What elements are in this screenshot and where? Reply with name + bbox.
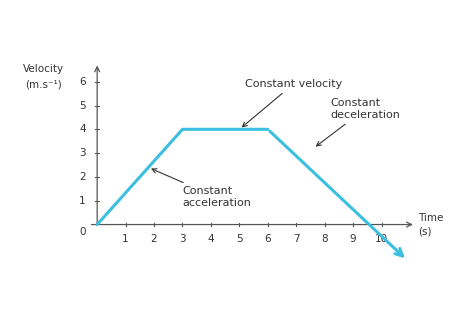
Text: FREE tutorial videos at www.learncoach.co.nz: FREE tutorial videos at www.learncoach.c… bbox=[33, 299, 251, 308]
Text: 0: 0 bbox=[79, 227, 86, 237]
Text: 6: 6 bbox=[264, 233, 271, 243]
Text: 9: 9 bbox=[350, 233, 356, 243]
Text: 5: 5 bbox=[79, 100, 86, 110]
Text: 8: 8 bbox=[321, 233, 328, 243]
Text: Time: Time bbox=[419, 213, 444, 223]
Text: 7: 7 bbox=[293, 233, 300, 243]
FancyBboxPatch shape bbox=[360, 310, 386, 313]
Text: 6: 6 bbox=[79, 77, 86, 87]
Text: 2: 2 bbox=[79, 172, 86, 182]
Text: 5: 5 bbox=[236, 233, 243, 243]
Text: Constant
acceleration: Constant acceleration bbox=[152, 169, 251, 208]
FancyBboxPatch shape bbox=[392, 316, 418, 317]
Text: Velocity: Velocity bbox=[23, 64, 64, 74]
Text: Constant
deceleration: Constant deceleration bbox=[317, 98, 400, 146]
FancyBboxPatch shape bbox=[424, 313, 450, 315]
Text: (s): (s) bbox=[419, 226, 432, 236]
Text: VELOCITY – TIME GRAPHS: VELOCITY – TIME GRAPHS bbox=[122, 16, 352, 31]
FancyBboxPatch shape bbox=[424, 310, 450, 313]
Text: (m.s⁻¹): (m.s⁻¹) bbox=[25, 79, 62, 89]
Text: 1: 1 bbox=[79, 196, 86, 206]
Text: 3: 3 bbox=[79, 148, 86, 158]
Text: 4: 4 bbox=[79, 124, 86, 134]
FancyBboxPatch shape bbox=[424, 316, 450, 317]
Text: 4: 4 bbox=[208, 233, 214, 243]
Text: 1: 1 bbox=[122, 233, 129, 243]
Text: 3: 3 bbox=[179, 233, 186, 243]
Text: 2: 2 bbox=[151, 233, 157, 243]
Text: Constant velocity: Constant velocity bbox=[242, 79, 342, 127]
FancyBboxPatch shape bbox=[360, 313, 386, 315]
Text: COACH: COACH bbox=[419, 307, 449, 316]
FancyBboxPatch shape bbox=[360, 316, 386, 317]
Text: 10: 10 bbox=[375, 233, 388, 243]
FancyBboxPatch shape bbox=[392, 313, 418, 315]
FancyBboxPatch shape bbox=[392, 310, 418, 313]
Text: learn: learn bbox=[419, 294, 448, 304]
